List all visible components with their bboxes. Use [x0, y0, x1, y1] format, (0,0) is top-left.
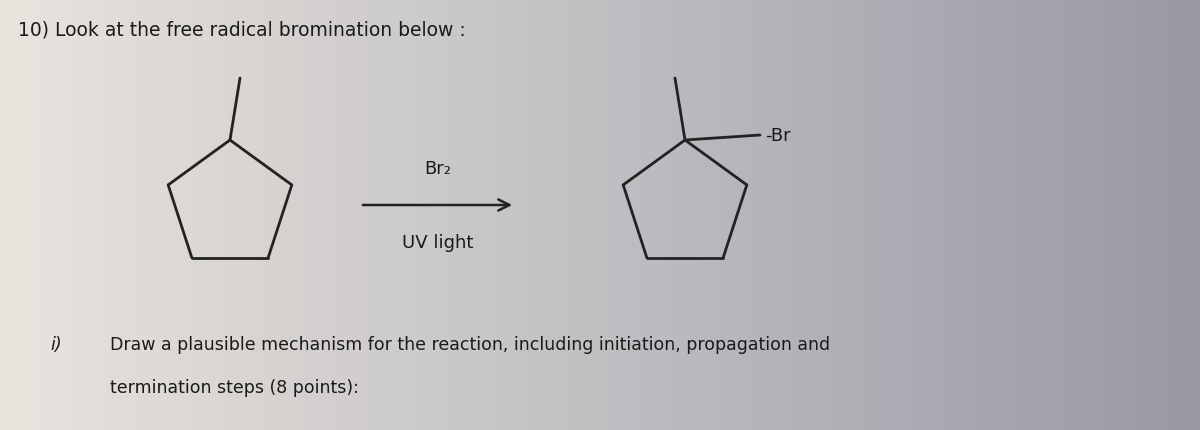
Text: -Br: -Br — [766, 127, 791, 144]
Text: termination steps (8 points):: termination steps (8 points): — [110, 378, 359, 396]
Text: 10) Look at the free radical bromination below :: 10) Look at the free radical bromination… — [18, 21, 466, 40]
Text: Draw a plausible mechanism for the reaction, including initiation, propagation a: Draw a plausible mechanism for the react… — [110, 335, 830, 353]
Text: Br₂: Br₂ — [424, 160, 451, 178]
Text: UV light: UV light — [402, 233, 473, 252]
Text: i): i) — [50, 335, 61, 353]
